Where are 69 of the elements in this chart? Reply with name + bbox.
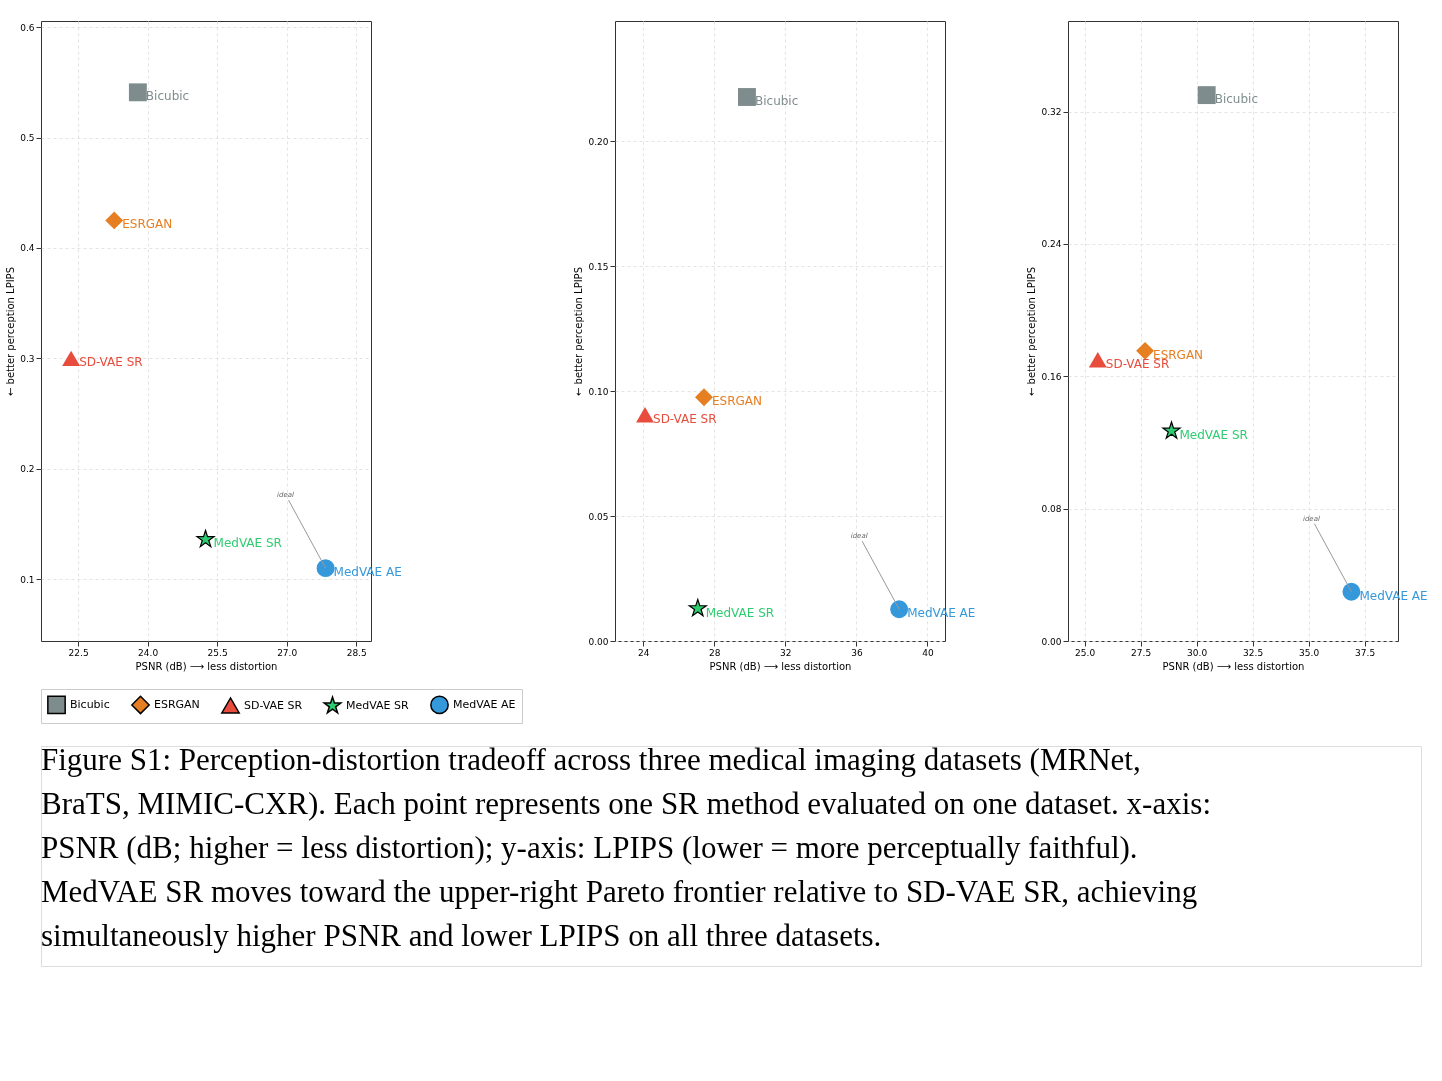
x-tick-label: 32	[780, 647, 792, 658]
y-tick-label: 0.00	[1041, 636, 1062, 647]
legend-label: MedVAE AE	[453, 697, 516, 711]
point	[62, 350, 81, 367]
x-tick-label: 32.5	[1243, 647, 1264, 658]
x-axis-title: PSNR (dB) ⟶ less distortion	[135, 660, 278, 672]
y-tick-label: 0.08	[1041, 504, 1062, 515]
point	[688, 598, 707, 617]
y-tick-label: 0.2	[20, 464, 35, 475]
series-label: Bicubic	[754, 94, 799, 108]
text: ESRGAN	[122, 217, 173, 232]
y-tick-label: 0.15	[588, 261, 609, 272]
x-tick-label: 24	[638, 647, 650, 658]
legend-label: MedVAE SR	[346, 698, 410, 712]
x-tick-label: 28.5	[346, 647, 367, 658]
y-tick-label: 0.10	[588, 386, 609, 397]
y-tick-label: 0.1	[20, 574, 35, 585]
point	[196, 529, 215, 548]
series-label: ESRGAN	[711, 394, 763, 409]
y-tick-label: 0.20	[588, 136, 609, 147]
y-tick-label: 0.3	[20, 353, 35, 364]
x-tick-label: 35.0	[1299, 647, 1320, 658]
text: Bicubic	[145, 89, 190, 104]
text: SD-VAE SR	[79, 355, 143, 370]
x-tick-label: 36	[851, 647, 863, 658]
legend-label: Bicubic	[70, 697, 110, 711]
x-tick-label: 28	[709, 647, 721, 658]
y-tick-label: 0.05	[588, 511, 609, 522]
point	[316, 559, 335, 578]
x-tick-label: 27.0	[277, 647, 298, 658]
point	[738, 88, 756, 106]
x-axis-title: PSNR (dB) ⟶ less distortion	[709, 660, 852, 672]
x-tick-label: 25.0	[1075, 647, 1096, 658]
x-tick-label: 24.0	[138, 647, 159, 658]
y-tick-label: 0.24	[1041, 239, 1062, 250]
text: MedVAE SR	[213, 536, 282, 551]
point	[695, 388, 713, 407]
point	[1342, 582, 1361, 601]
point	[1197, 86, 1216, 105]
legend-label: ESRGAN	[154, 697, 200, 711]
point	[890, 600, 909, 619]
x-axis-title: PSNR (dB) ⟶ less distortion	[1162, 660, 1305, 672]
point	[128, 83, 147, 102]
y-axis-title: ← better perception LPIPS	[573, 267, 585, 396]
legend-label: SD-VAE SR	[244, 698, 303, 712]
x-tick-label: 22.5	[68, 647, 89, 658]
y-tick-label: 0.16	[1041, 371, 1062, 382]
point	[636, 407, 654, 423]
x-tick-label: 30.0	[1187, 647, 1208, 658]
point	[1162, 421, 1181, 439]
y-tick-label: 0.6	[20, 22, 35, 33]
caption: Figure S1: Perception-distortion tradeoff across three medical imaging datasets (MRNet, BraTS, MIMIC-CXR). Each point represents one SR method evaluated on one dataset. x-axis: PSNR (dB; higher = less distortion); y-axis: LPIPS (lower = more perceptually faithful). MedVAE SR moves toward the upper-right Pareto frontier relative to SD-VAE SR, achieving simultaneously higher PSNR and lower LPIPS on all three datasets.	[41, 742, 1211, 953]
y-tick-label: 0.32	[1041, 107, 1062, 118]
x-tick-label: 25.5	[207, 647, 228, 658]
series-label: Bicubic	[1214, 92, 1258, 107]
point	[1088, 352, 1107, 368]
x-tick-label: 40	[922, 647, 934, 658]
y-tick-label: 0.5	[20, 133, 35, 144]
series-label: MedVAE SR	[705, 605, 775, 620]
x-tick-label: 37.5	[1355, 647, 1376, 658]
y-axis-title: ← better perception LPIPS	[1026, 267, 1038, 396]
series-label: MedVAE SR	[1179, 427, 1248, 442]
y-tick-label: 0.4	[20, 243, 35, 254]
point	[105, 211, 124, 230]
y-tick-label: 0.00	[588, 636, 609, 647]
x-tick-label: 27.5	[1131, 647, 1152, 658]
point	[1136, 341, 1155, 360]
y-axis-title: ← better perception LPIPS	[5, 267, 17, 396]
series-label: SD-VAE SR	[653, 411, 717, 426]
